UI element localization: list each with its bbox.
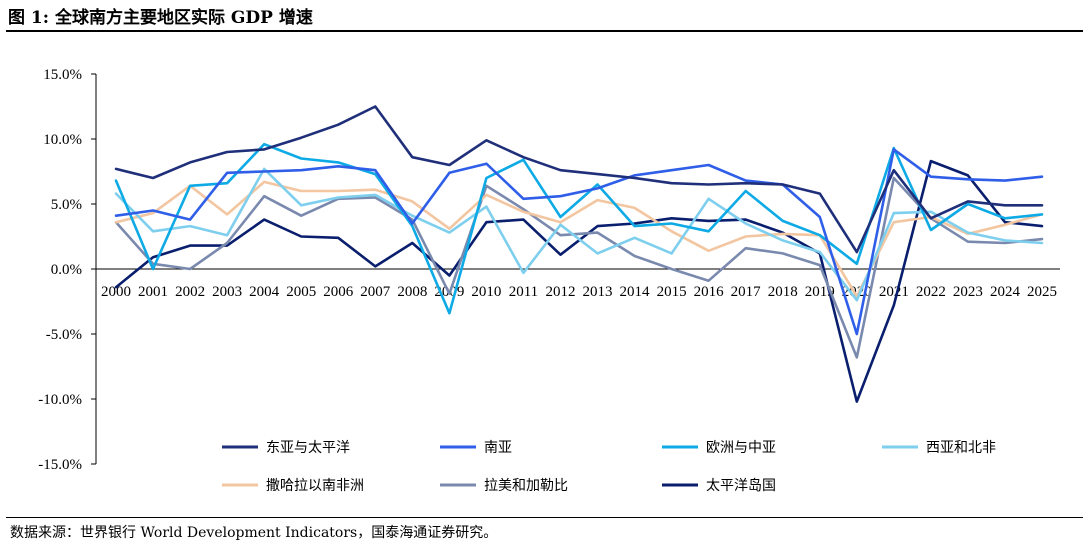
- x-tick-label: 2002: [175, 284, 205, 300]
- legend-label: 东亚与太平洋: [266, 440, 350, 456]
- x-tick-label: 2014: [620, 284, 651, 300]
- x-tick-label: 2012: [545, 284, 575, 300]
- x-tick-label: 2025: [1027, 284, 1057, 300]
- legend-label: 太平洋岛国: [706, 478, 776, 494]
- x-tick-label: 2005: [286, 284, 316, 300]
- x-tick-label: 2015: [657, 284, 687, 300]
- chart-title: 图 1: 全球南方主要地区实际 GDP 增速: [8, 3, 313, 28]
- legend-label: 拉美和加勒比: [484, 478, 568, 494]
- legend-label: 南亚: [484, 440, 512, 456]
- x-tick-label: 2017: [731, 284, 762, 300]
- series-line: [116, 107, 1042, 253]
- legend-label: 欧洲与中亚: [706, 440, 776, 456]
- line-chart: -15.0%-10.0%-5.0%0.0%5.0%10.0%15.0%20002…: [0, 34, 1089, 514]
- x-tick-label: 2013: [583, 284, 613, 300]
- top-rule: [6, 30, 1083, 32]
- y-tick-label: -5.0%: [46, 327, 82, 343]
- y-tick-label: 0.0%: [51, 262, 82, 278]
- x-tick-label: 2006: [323, 284, 354, 300]
- bottom-rule: [6, 517, 1083, 518]
- x-tick-label: 2024: [990, 284, 1021, 300]
- x-tick-label: 2008: [397, 284, 427, 300]
- x-tick-label: 2010: [471, 284, 501, 300]
- y-tick-label: 10.0%: [43, 132, 82, 148]
- y-tick-label: 15.0%: [43, 67, 82, 83]
- y-tick-label: -15.0%: [38, 457, 82, 473]
- x-tick-label: 2023: [953, 284, 983, 300]
- x-tick-label: 2018: [768, 284, 798, 300]
- x-tick-label: 2016: [694, 284, 725, 300]
- x-tick-label: 2021: [879, 284, 909, 300]
- x-tick-label: 2003: [212, 284, 242, 300]
- legend-label: 撒哈拉以南非洲: [266, 478, 364, 494]
- y-tick-label: 5.0%: [51, 197, 82, 213]
- source-note: 数据来源：世界银行 World Development Indicators，国…: [10, 522, 497, 542]
- legend-label: 西亚和北非: [926, 440, 996, 456]
- x-tick-label: 2022: [916, 284, 946, 300]
- x-tick-label: 2001: [138, 284, 168, 300]
- x-tick-label: 2011: [509, 284, 538, 300]
- series-line: [116, 161, 1042, 402]
- x-tick-label: 2004: [249, 284, 280, 300]
- y-tick-label: -10.0%: [38, 392, 82, 408]
- x-tick-label: 2007: [360, 284, 391, 300]
